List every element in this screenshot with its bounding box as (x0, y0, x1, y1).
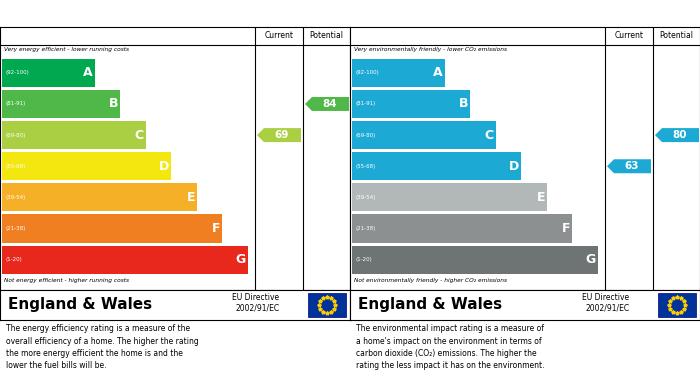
Bar (352, 59, 445, 87)
Bar (2, 183, 197, 212)
Text: (39-54): (39-54) (356, 195, 377, 200)
Bar (2, 246, 248, 274)
Text: (92-100): (92-100) (356, 70, 379, 75)
Bar (352, 90, 470, 118)
Text: Current: Current (265, 32, 293, 41)
Text: EU Directive
2002/91/EC: EU Directive 2002/91/EC (582, 293, 629, 313)
Bar (308, 293, 346, 317)
Bar (2, 59, 95, 87)
Bar (2, 215, 223, 242)
Text: Potential: Potential (659, 32, 694, 41)
Bar (2, 121, 146, 149)
Polygon shape (655, 128, 699, 142)
Text: 69: 69 (274, 130, 288, 140)
Text: G: G (236, 253, 246, 266)
Text: B: B (109, 97, 118, 111)
Bar (352, 152, 522, 180)
Text: Very energy efficient - lower running costs: Very energy efficient - lower running co… (4, 47, 129, 52)
Text: D: D (159, 160, 169, 173)
Text: (1-20): (1-20) (6, 257, 22, 262)
Text: (69-80): (69-80) (6, 133, 27, 138)
Bar (2, 152, 172, 180)
Bar (352, 121, 496, 149)
Bar (352, 246, 598, 274)
Text: 84: 84 (322, 99, 337, 109)
Text: F: F (212, 222, 220, 235)
Text: England & Wales: England & Wales (8, 298, 152, 312)
Text: B: B (459, 97, 468, 111)
Text: Potential: Potential (309, 32, 344, 41)
Text: C: C (485, 129, 494, 142)
Text: C: C (135, 129, 144, 142)
Text: A: A (83, 66, 93, 79)
Text: A: A (433, 66, 443, 79)
Text: E: E (536, 191, 545, 204)
Text: (69-80): (69-80) (356, 133, 377, 138)
Text: G: G (586, 253, 596, 266)
Text: (39-54): (39-54) (6, 195, 27, 200)
Polygon shape (305, 97, 349, 111)
Text: F: F (562, 222, 570, 235)
Bar (352, 183, 547, 212)
Text: England & Wales: England & Wales (358, 298, 502, 312)
Text: E: E (186, 191, 195, 204)
Text: (21-38): (21-38) (356, 226, 377, 231)
Text: (81-91): (81-91) (356, 101, 377, 106)
Polygon shape (257, 128, 301, 142)
Text: Not environmentally friendly - higher CO₂ emissions: Not environmentally friendly - higher CO… (354, 278, 507, 283)
Text: Current: Current (615, 32, 643, 41)
Bar (352, 215, 573, 242)
Text: (81-91): (81-91) (6, 101, 27, 106)
Text: EU Directive
2002/91/EC: EU Directive 2002/91/EC (232, 293, 279, 313)
Text: Environmental Impact (CO₂) Rating: Environmental Impact (CO₂) Rating (358, 7, 590, 20)
Text: (21-38): (21-38) (6, 226, 27, 231)
Text: Energy Efficiency Rating: Energy Efficiency Rating (8, 7, 171, 20)
Bar (2, 90, 120, 118)
Text: Not energy efficient - higher running costs: Not energy efficient - higher running co… (4, 278, 129, 283)
Text: 80: 80 (672, 130, 687, 140)
Text: (55-68): (55-68) (356, 164, 377, 169)
Text: Very environmentally friendly - lower CO₂ emissions: Very environmentally friendly - lower CO… (354, 47, 507, 52)
Text: D: D (509, 160, 519, 173)
Text: (1-20): (1-20) (356, 257, 372, 262)
Text: 63: 63 (624, 161, 638, 171)
Text: (55-68): (55-68) (6, 164, 27, 169)
Polygon shape (607, 159, 651, 173)
Text: (92-100): (92-100) (6, 70, 29, 75)
Text: The environmental impact rating is a measure of
a home's impact on the environme: The environmental impact rating is a mea… (356, 324, 545, 371)
Bar (658, 293, 696, 317)
Text: The energy efficiency rating is a measure of the
overall efficiency of a home. T: The energy efficiency rating is a measur… (6, 324, 199, 371)
